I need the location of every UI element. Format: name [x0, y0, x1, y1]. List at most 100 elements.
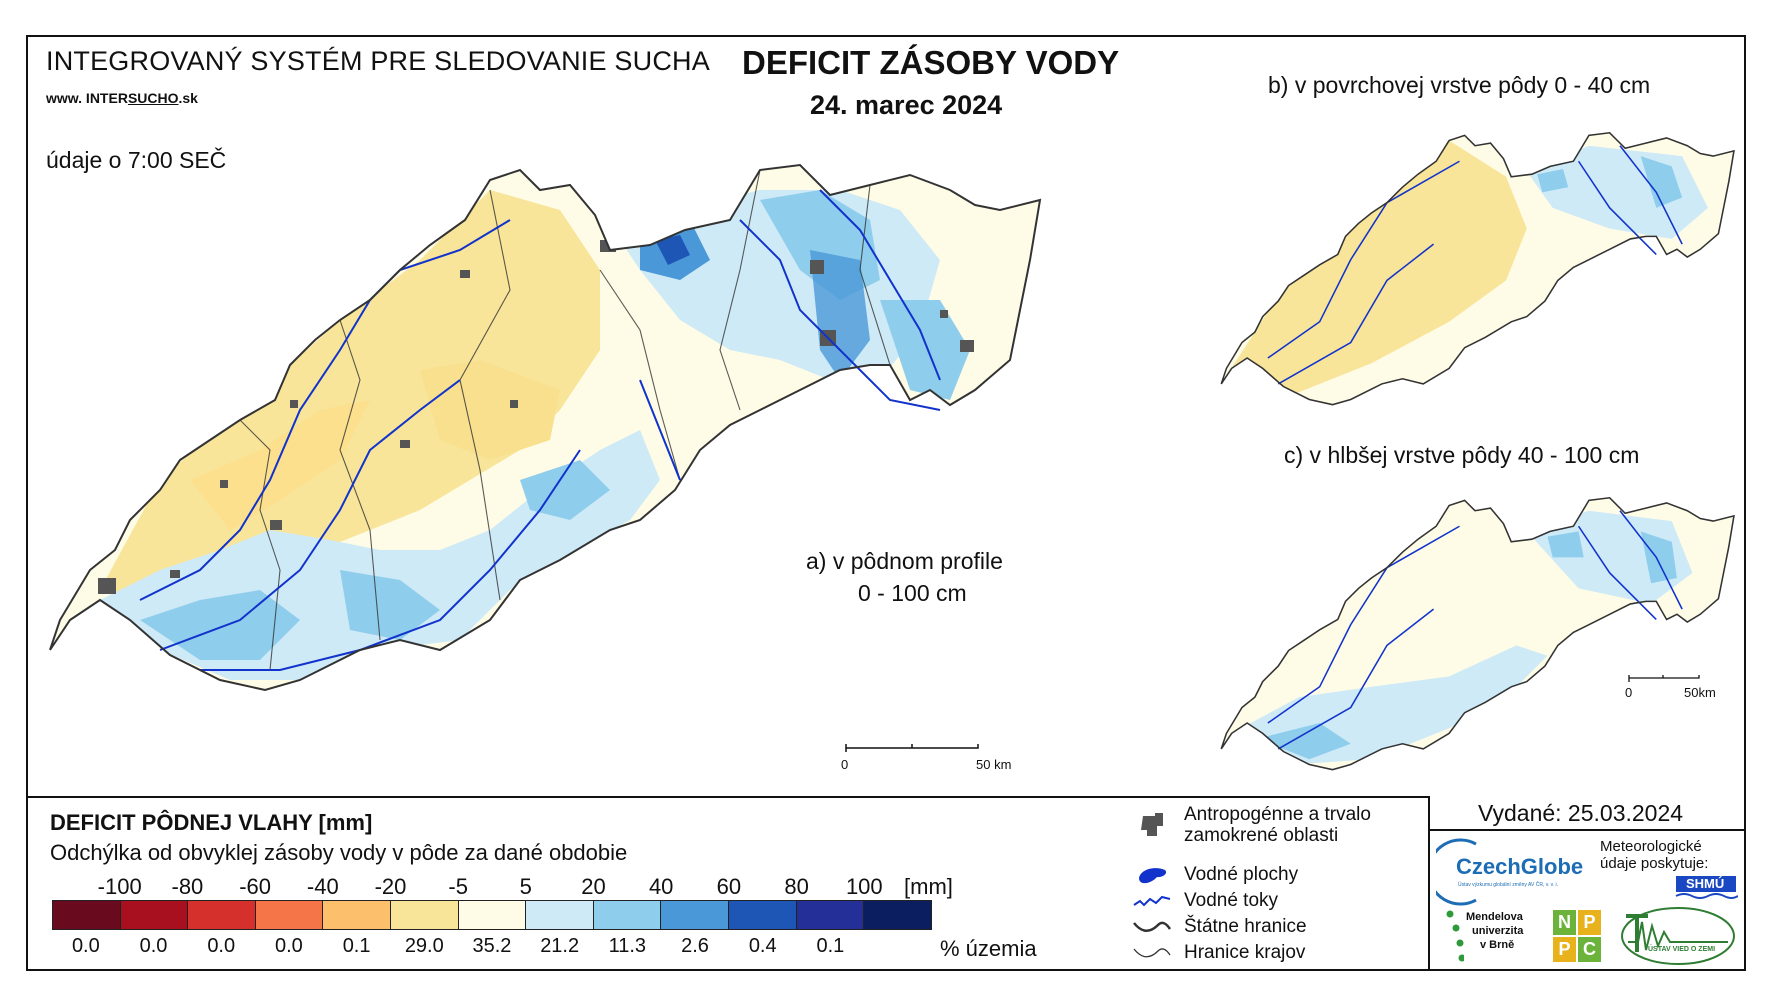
percentage-value: 21.2 — [540, 935, 580, 957]
tick-label: 20 — [581, 874, 606, 899]
colorbar-swatch — [661, 901, 730, 929]
main-map — [49, 163, 1042, 692]
tick-label: 5 — [519, 874, 532, 899]
mendelu-dots-icon — [1446, 910, 1466, 962]
percentage-value: 0.1 — [342, 935, 371, 957]
nppc-letter: C — [1578, 937, 1601, 962]
legend-divider — [1428, 796, 1430, 971]
tick-label: 80 — [784, 874, 809, 899]
legend-subtitle: Odchýlka od obvyklej zásoby vody v pôde … — [50, 840, 628, 865]
legend-title: DEFICIT PÔDNEJ VLAHY [mm] — [50, 810, 373, 835]
meteo-provider-text: Meteorologické údaje poskytuje: — [1600, 838, 1709, 872]
tick-label: -40 — [306, 874, 339, 899]
percentage-value: 0.0 — [207, 935, 236, 957]
map-a-label-line1: a) v pôdnom profile — [806, 548, 1003, 574]
legend-panel — [26, 796, 1428, 971]
legend-urban-label1: Antropogénne a trvalo — [1184, 804, 1371, 825]
percentage-value: 0.0 — [71, 935, 100, 957]
website-link[interactable]: www. INTERSUCHO.sk — [46, 90, 198, 106]
small-scale-end: 50km — [1684, 685, 1716, 700]
percentage-value: 0.1 — [816, 935, 845, 957]
issued-divider — [1428, 829, 1746, 831]
colorbar-swatch — [729, 901, 797, 929]
tick-label: 40 — [648, 874, 674, 899]
legend-urban-label2: zamokrené oblasti — [1184, 825, 1339, 846]
czechglobe-subtitle: Ústav výzkumu globální změny AV ČR, v. v… — [1458, 882, 1559, 888]
shmu-logo: SHMÚ — [1674, 872, 1739, 902]
tick-label: -20 — [374, 874, 407, 899]
percentage-value: 0.0 — [139, 935, 168, 957]
percentage-value: 0.0 — [275, 935, 303, 957]
main-scale-end: 50 km — [976, 757, 1012, 772]
percent-area-label: % územia — [940, 936, 1037, 961]
uvz-logo: ÚSTAV VIED O ZEMI — [1618, 902, 1738, 966]
map-c-label: c) v hlbšej vrstve pôdy 40 - 100 cm — [1284, 442, 1640, 468]
legend-region-border-label: Hranice krajov — [1184, 942, 1306, 963]
legend-river-label: Vodné toky — [1184, 890, 1279, 911]
percentage-value: 0.4 — [748, 935, 777, 957]
legend-water: Vodné plochy — [1130, 862, 1298, 888]
region-border-icon — [1133, 948, 1171, 958]
tick-label: 100 — [845, 874, 883, 899]
main-scale-zero: 0 — [841, 757, 849, 772]
colorbar-swatch — [323, 901, 392, 929]
legend-urban: Antropogénne a trvalo zamokrené oblasti — [1130, 804, 1371, 846]
nppc-logo: N P P C — [1553, 910, 1601, 962]
tick-label: -100 — [97, 874, 142, 899]
colorbar-swatch — [593, 901, 662, 929]
map-date: 24. marec 2024 — [810, 90, 1003, 120]
page-title: DEFICIT ZÁSOBY VODY — [742, 44, 1120, 81]
legend-water-label: Vodné plochy — [1184, 864, 1299, 885]
issued-date: Vydané: 25.03.2024 — [1478, 800, 1684, 826]
river-icon — [1133, 895, 1171, 907]
state-border-icon — [1133, 921, 1172, 932]
percentage-value: 35.2 — [472, 935, 512, 957]
urban-area-icon — [1141, 813, 1163, 836]
tick-label: -80 — [171, 874, 204, 899]
czechglobe-logo: CzechGlobe Ústav výzkumu globální změny … — [1427, 836, 1596, 908]
system-title: INTEGROVANÝ SYSTÉM PRE SLEDOVANIE SUCHA — [46, 46, 710, 76]
colorbar-swatch — [255, 901, 324, 929]
map-b — [1220, 131, 1735, 406]
map-b-label: b) v povrchovej vrstve pôdy 0 - 40 cm — [1268, 72, 1651, 98]
uvz-text: ÚSTAV VIED O ZEMI — [1648, 946, 1716, 953]
shmu-logo-icon — [1675, 876, 1739, 899]
legend-state-border: Štátne hranice — [1130, 914, 1307, 940]
colorbar-swatch — [120, 901, 189, 929]
nppc-letter: P — [1578, 910, 1601, 935]
colorbar-swatch — [526, 901, 594, 929]
shmu-text: SHMÚ — [1686, 876, 1725, 891]
percentage-value: 2.6 — [681, 935, 709, 957]
legend-region-border: Hranice krajov — [1130, 940, 1305, 966]
map-c — [1220, 496, 1735, 771]
uvz-logo-icon — [1621, 907, 1735, 965]
map-a-label-line2: 0 - 100 cm — [858, 580, 967, 606]
percentage-value: 11.3 — [608, 935, 647, 957]
mendelu-logo: Mendelova univerzita v Brně — [1442, 906, 1550, 966]
legend-river: Vodné toky — [1130, 888, 1278, 914]
small-scale-zero: 0 — [1625, 685, 1633, 700]
percentage-row: 0.0 0.0 0.0 0.0 0.1 29.0 35.2 21.2 11.3 2.6 0.4 0.1 — [52, 935, 932, 961]
tick-label: -60 — [239, 874, 271, 899]
colorbar-unit: [mm] — [904, 874, 953, 899]
nppc-letter: P — [1553, 937, 1576, 962]
water-body-icon — [1139, 868, 1167, 884]
small-scale-bar — [1628, 675, 1700, 682]
tick-label: -5 — [448, 874, 468, 899]
percentage-value: 29.0 — [404, 935, 444, 957]
colorbar-swatch — [188, 901, 256, 929]
tick-label: 60 — [716, 874, 742, 899]
colorbar-swatch — [864, 901, 931, 929]
colorbar — [52, 900, 932, 930]
data-time-note: údaje o 7:00 SEČ — [46, 147, 227, 173]
legend-state-border-label: Štátne hranice — [1184, 916, 1307, 937]
colorbar-swatch — [458, 901, 527, 929]
mendelu-text: Mendelova univerzita v Brně — [1466, 911, 1524, 951]
colorbar-swatch — [53, 901, 121, 929]
nppc-letter: N — [1553, 910, 1576, 935]
colorbar-swatch — [391, 901, 459, 929]
percentage-value — [864, 935, 932, 961]
colorbar-swatch — [796, 901, 865, 929]
czechglobe-name: CzechGlobe — [1456, 854, 1584, 879]
colorbar-ticks: -100 -80 -60 -40 -20 -5 5 20 40 60 80 10… — [52, 874, 932, 900]
